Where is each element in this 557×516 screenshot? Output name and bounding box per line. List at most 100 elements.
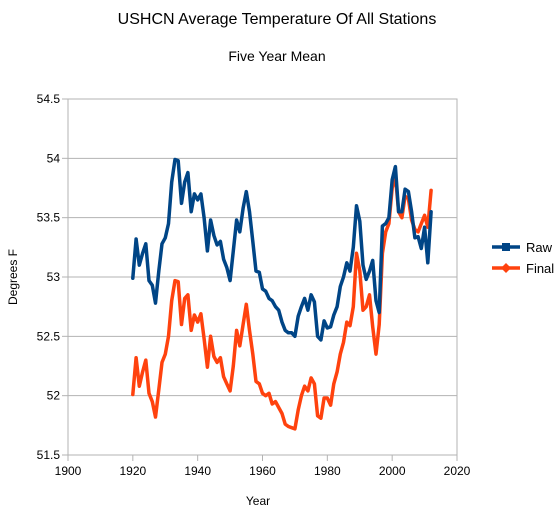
data-point-final [362,309,364,312]
data-point-raw [394,165,397,168]
data-point-raw [235,219,238,221]
data-point-raw [407,190,410,193]
data-point-final [326,397,329,399]
data-point-final [378,323,381,326]
data-point-final [268,392,270,395]
data-point-raw [180,202,183,205]
data-point-raw [333,314,335,316]
data-point-raw [381,225,384,227]
data-point-final [297,409,300,411]
data-point-final [388,222,390,225]
data-point-final [138,385,141,388]
data-point-final [206,366,209,369]
data-point-final [342,341,345,344]
data-point-raw [216,244,218,246]
data-point-raw [190,210,192,213]
data-point-final [245,303,248,306]
chart-subtitle: Five Year Mean [228,48,325,64]
data-point-raw [226,266,228,269]
data-point-raw [261,288,264,290]
data-point-final [346,321,348,323]
x-tick-label: 1900 [55,464,82,478]
x-tick-label: 2020 [444,464,471,478]
data-point-raw [141,252,144,255]
data-point-raw [352,246,355,249]
x-tick-label: 1960 [249,464,276,478]
data-point-raw [388,216,390,219]
data-point-final [323,397,325,399]
data-point-final [427,226,429,228]
data-point-final [281,412,283,415]
legend-marker-square [502,243,510,251]
data-point-raw [401,210,403,213]
data-point-raw [326,327,329,329]
legend-label-final: Final [526,261,554,276]
data-point-final [336,371,338,373]
data-point-final [180,323,183,326]
data-point-final [145,359,147,361]
data-point-raw [359,220,361,222]
data-point-raw [193,193,196,195]
data-point-final [287,425,290,428]
data-point-raw [329,326,332,328]
data-point-final [248,329,251,332]
data-point-final [174,279,176,282]
series-layer [131,157,433,431]
data-point-raw [245,190,248,193]
data-point-final [200,313,202,315]
series-line-raw [131,157,433,342]
data-point-raw [255,270,257,272]
data-point-raw [183,181,186,183]
data-point-raw [161,243,163,245]
data-point-raw [290,332,293,334]
data-point-raw [203,216,205,219]
data-point-raw [268,297,270,300]
data-point-final [290,426,293,429]
data-point-raw [420,247,423,250]
data-point-final [401,216,403,219]
data-point-final [339,353,342,355]
data-point-raw [391,178,394,181]
data-point-raw [346,262,348,264]
y-tick-label: 52.5 [37,329,61,343]
data-point-raw [384,222,387,225]
data-point-final [320,417,322,420]
gridlines [68,98,457,456]
data-point-raw [349,270,351,272]
data-point-final [258,383,261,385]
data-point-raw [151,284,154,287]
data-point-final [203,337,205,340]
data-point-final [333,383,335,385]
data-point-raw [135,238,137,240]
data-point-final [135,356,137,359]
data-point-final [148,392,150,395]
data-point-raw [252,240,254,243]
y-tick-label: 53.5 [37,211,61,225]
data-point-raw [307,309,309,312]
series-line-final [131,174,433,431]
data-point-raw [339,285,342,288]
x-axis-label: Year [246,494,270,508]
data-point-raw [287,332,290,334]
data-point-raw [274,305,277,308]
data-point-raw [281,321,283,323]
data-point-raw [145,243,147,245]
data-point-final [352,305,355,308]
data-point-raw [200,193,202,195]
x-tick-label: 1920 [119,464,146,478]
data-point-final [239,345,241,347]
data-point-raw [362,264,364,266]
data-point-final [284,423,287,425]
data-point-final [190,329,192,332]
y-tick-label: 52 [47,389,61,403]
x-tick-label: 2000 [379,464,406,478]
data-point-final [141,371,144,373]
data-point-raw [154,302,157,304]
data-point-raw [213,234,215,237]
y-tick-label: 54 [47,151,61,165]
y-tick-label: 51.5 [37,448,61,462]
y-axis-ticks: 51.5 52 52.5 53 53.5 54 54.5 [37,92,68,462]
data-point-raw [342,276,345,278]
data-point-final [222,375,225,378]
data-point-raw [423,226,426,228]
